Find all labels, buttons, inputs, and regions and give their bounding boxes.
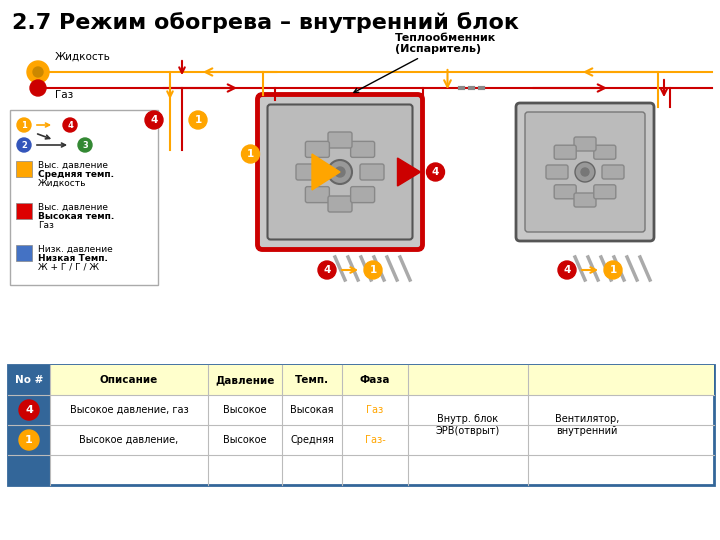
Bar [16,245,32,261]
FancyBboxPatch shape [554,145,576,159]
FancyBboxPatch shape [516,103,654,241]
FancyBboxPatch shape [296,164,320,180]
Text: 4: 4 [67,120,73,130]
FancyBboxPatch shape [602,165,624,179]
Text: Высокая: Высокая [290,405,334,415]
Text: 1: 1 [247,149,254,159]
Text: Выс. давление: Выс. давление [38,161,108,170]
Text: 2.7 Режим обогрева – внутренний блок: 2.7 Режим обогрева – внутренний блок [12,12,519,33]
FancyBboxPatch shape [594,145,616,159]
FancyBboxPatch shape [594,185,616,199]
Text: 1: 1 [21,120,27,130]
Text: Средняя темп.: Средняя темп. [38,170,114,179]
Circle shape [19,400,39,420]
Text: Высокое: Высокое [223,435,266,445]
Circle shape [426,163,444,181]
Bar [10,110,158,285]
Text: Ж + Г / Г / Ж: Ж + Г / Г / Ж [38,263,99,272]
Circle shape [17,138,31,152]
Text: Жидкость: Жидкость [38,179,86,188]
Text: Выс. давление: Выс. давление [38,203,108,212]
Circle shape [241,145,259,163]
Circle shape [558,261,576,279]
Bar [8,365,714,485]
Bar [8,365,714,395]
Text: Давление: Давление [215,375,275,385]
FancyBboxPatch shape [305,187,329,202]
Bar [8,365,50,485]
FancyBboxPatch shape [268,105,413,240]
Text: 3: 3 [82,140,88,150]
Circle shape [335,167,345,177]
FancyBboxPatch shape [305,141,329,157]
Text: Темп.: Темп. [295,375,329,385]
Circle shape [318,261,336,279]
FancyBboxPatch shape [328,196,352,212]
Text: Вентилятор,
внутренний: Вентилятор, внутренний [555,414,619,436]
FancyBboxPatch shape [546,165,568,179]
Circle shape [78,138,92,152]
Text: 4: 4 [25,405,33,415]
Circle shape [145,111,163,129]
Bar [16,161,32,177]
Text: 4: 4 [150,115,158,125]
Text: No #: No # [15,375,43,385]
Text: Описание: Описание [100,375,158,385]
Text: Газ: Газ [55,90,73,100]
FancyBboxPatch shape [554,185,576,199]
Text: 1: 1 [609,265,616,275]
Bar [16,203,32,219]
Text: Низк. давление: Низк. давление [38,245,113,254]
Text: 1: 1 [369,265,377,275]
FancyBboxPatch shape [525,112,645,232]
Text: Газ: Газ [38,221,54,230]
Text: Высокое: Высокое [223,405,266,415]
Text: Жидкость: Жидкость [55,52,111,62]
Circle shape [364,261,382,279]
Text: Высокая темп.: Высокая темп. [38,212,114,221]
FancyBboxPatch shape [574,137,596,151]
Circle shape [27,61,49,83]
Circle shape [19,430,39,450]
FancyBboxPatch shape [328,132,352,148]
Text: Высокое давление,: Высокое давление, [79,435,179,445]
Text: 4: 4 [563,265,571,275]
Circle shape [581,168,589,176]
Circle shape [575,162,595,182]
Text: Низкая Темп.: Низкая Темп. [38,254,108,263]
Text: 1: 1 [194,115,202,125]
Circle shape [30,80,46,96]
Circle shape [328,160,352,184]
FancyBboxPatch shape [360,164,384,180]
FancyBboxPatch shape [258,94,423,249]
Text: Газ-: Газ- [364,435,385,445]
Circle shape [33,67,43,77]
Text: 2: 2 [21,140,27,150]
Text: 1: 1 [25,435,33,445]
Text: 4: 4 [432,167,439,177]
Text: Внутр. блок
ЭРВ(отврыт): Внутр. блок ЭРВ(отврыт) [436,414,500,436]
Polygon shape [312,154,340,190]
Text: 4: 4 [323,265,330,275]
FancyBboxPatch shape [351,141,374,157]
FancyBboxPatch shape [574,193,596,207]
Circle shape [17,118,31,132]
Text: Высокое давление, газ: Высокое давление, газ [70,405,189,415]
Text: Газ: Газ [366,405,384,415]
FancyBboxPatch shape [351,187,374,202]
Circle shape [63,118,77,132]
Text: Фаза: Фаза [360,375,390,385]
Text: Теплообменник
(Испаритель): Теплообменник (Испаритель) [354,33,496,92]
Circle shape [189,111,207,129]
Text: Средняя: Средняя [290,435,334,445]
Circle shape [604,261,622,279]
Polygon shape [397,158,420,186]
